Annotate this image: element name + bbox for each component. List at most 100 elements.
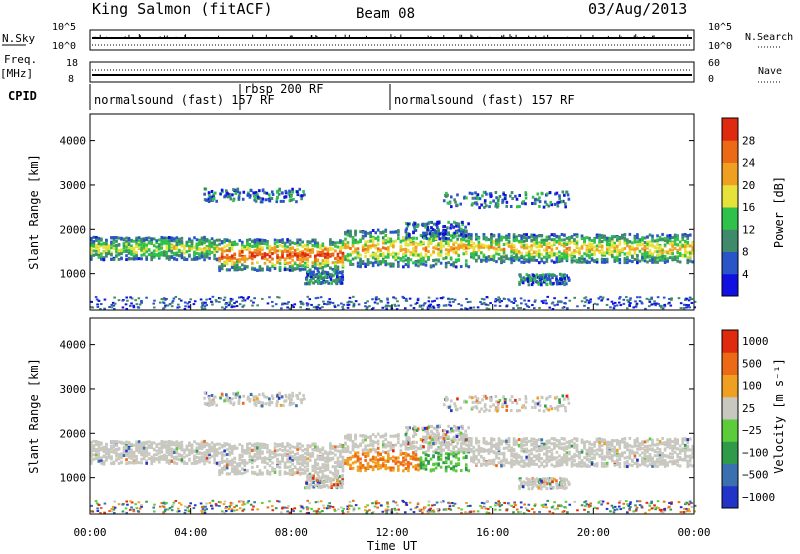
power-cell xyxy=(379,300,383,303)
power-cell xyxy=(168,238,171,242)
power-cell xyxy=(634,305,638,308)
power-cell xyxy=(301,259,304,263)
power-cell xyxy=(494,304,497,307)
power-cell xyxy=(203,305,207,308)
power-cell xyxy=(627,300,631,303)
power-cell xyxy=(188,240,191,244)
power-cell xyxy=(449,234,453,238)
power-cell xyxy=(402,238,405,242)
velocity-cell xyxy=(97,440,101,444)
velocity-cell xyxy=(339,444,342,448)
velocity-cell xyxy=(336,464,340,468)
power-cell xyxy=(683,254,687,258)
velocity-cell xyxy=(321,463,325,467)
power-cell xyxy=(476,306,480,309)
power-cell xyxy=(100,242,103,246)
velocity-cell xyxy=(218,473,221,477)
velocity-cell xyxy=(150,457,153,461)
velocity-cell xyxy=(349,433,352,437)
velocity-cell xyxy=(316,471,320,475)
power-cell xyxy=(290,198,293,202)
power-cell xyxy=(526,279,530,283)
power-cell xyxy=(422,304,425,307)
velocity-cell xyxy=(198,451,201,455)
power-cell xyxy=(424,225,427,229)
power-cell xyxy=(510,300,514,303)
power-cell xyxy=(543,238,546,242)
velocity-cell xyxy=(233,466,237,470)
velocity-cell xyxy=(142,449,146,453)
velocity-cell xyxy=(178,458,181,462)
power-cell xyxy=(605,303,609,306)
power-cell xyxy=(115,239,118,243)
power-cell xyxy=(437,306,440,309)
power-cell xyxy=(248,195,252,199)
power-cell xyxy=(371,243,375,247)
velocity-cell xyxy=(150,455,153,459)
power-cell xyxy=(225,244,229,248)
power-cell xyxy=(514,194,517,198)
power-cell xyxy=(663,250,667,254)
power-cell xyxy=(152,252,156,256)
power-cell xyxy=(322,280,326,284)
power-cell xyxy=(505,200,509,204)
power-cell xyxy=(584,296,588,299)
power-cell xyxy=(564,274,567,278)
power-cell xyxy=(593,249,596,253)
velocity-cell xyxy=(180,445,184,449)
power-cell xyxy=(465,298,468,301)
power-cell xyxy=(615,246,619,250)
power-cell xyxy=(298,238,302,242)
velocity-cell xyxy=(283,464,287,468)
velocity-cell xyxy=(298,458,302,462)
power-cell xyxy=(300,301,304,304)
velocity-cell xyxy=(130,442,133,446)
power-cell xyxy=(678,244,682,248)
power-cell xyxy=(231,298,234,301)
velocity-cell xyxy=(218,471,221,475)
power-cell xyxy=(641,242,644,246)
velocity-cell xyxy=(135,455,138,459)
power-cell xyxy=(258,252,262,256)
power-cell xyxy=(513,297,517,300)
power-cell xyxy=(397,304,400,307)
velocity-cell xyxy=(301,456,304,460)
power-cell xyxy=(136,306,140,309)
power-cell xyxy=(203,198,207,202)
velocity-cell xyxy=(273,454,277,458)
power-cell xyxy=(203,247,206,251)
power-cell xyxy=(341,305,344,308)
power-cell xyxy=(102,242,106,246)
power-cell xyxy=(96,303,99,306)
power-cell xyxy=(381,252,385,256)
power-cell xyxy=(359,263,362,267)
power-cell xyxy=(237,194,241,198)
power-cell xyxy=(210,241,214,245)
power-cell xyxy=(475,194,479,198)
velocity-cell xyxy=(215,442,219,446)
power-cell xyxy=(488,205,491,209)
power-cell xyxy=(650,298,653,301)
power-cell xyxy=(369,244,372,248)
velocity-cell xyxy=(107,453,111,457)
power-cell xyxy=(90,300,94,303)
power-cell xyxy=(494,300,497,303)
power-cell xyxy=(135,244,138,248)
velocity-cell xyxy=(316,472,320,476)
colorbar-segment xyxy=(722,273,738,297)
power-cell xyxy=(122,237,126,241)
power-cell xyxy=(485,257,488,261)
power-cell xyxy=(485,307,489,310)
velocity-cell xyxy=(271,451,274,455)
power-cell xyxy=(490,194,493,198)
power-cell xyxy=(635,302,639,305)
power-cell xyxy=(542,205,546,209)
power-cell xyxy=(366,247,370,251)
power-cell xyxy=(170,249,174,253)
power-cell xyxy=(195,257,199,261)
power-cell xyxy=(120,257,123,261)
velocity-cell xyxy=(218,446,221,450)
power-cell xyxy=(532,243,536,247)
power-cell xyxy=(384,241,388,245)
velocity-cell xyxy=(276,464,279,468)
